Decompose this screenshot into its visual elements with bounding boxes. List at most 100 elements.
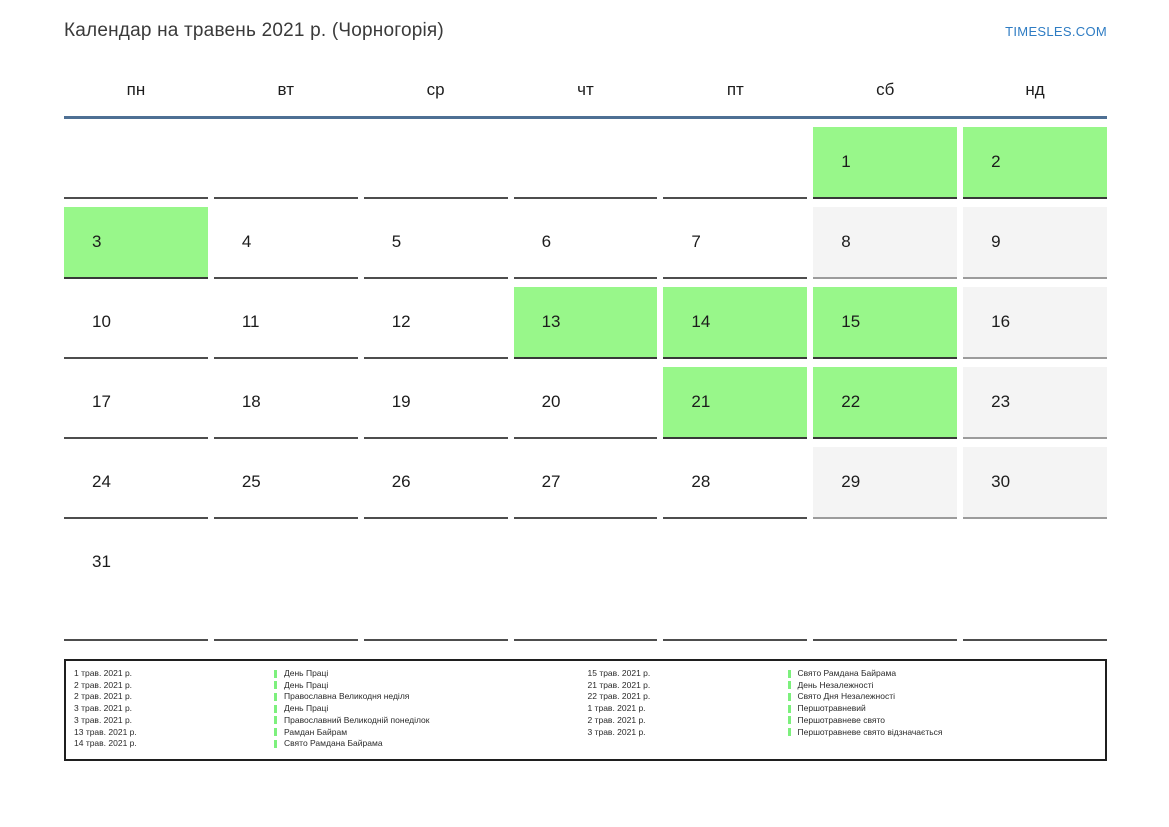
legend-entry: 2 трав. 2021 р. Першотравневе свято — [588, 715, 1102, 727]
site-link[interactable]: TIMESLES.COM — [1005, 24, 1107, 39]
day-number: 21 — [691, 392, 711, 411]
day-number: 26 — [391, 472, 411, 491]
weekday-monday: пн — [126, 80, 146, 99]
day-cell-1: 1 — [813, 127, 958, 199]
day-cell-8: 8 — [813, 207, 958, 279]
day-cell-11: 11 — [213, 287, 358, 359]
legend-date: 1 трав. 2021 р. — [74, 668, 133, 678]
legend-entry: 15 трав. 2021 р. Свято Рамдана Байрама — [588, 668, 1102, 680]
legend-entry: 3 трав. 2021 р. День Праці — [74, 703, 588, 715]
holiday-tick-icon — [274, 739, 277, 748]
day-cell-3: 3 — [64, 207, 208, 279]
calendar-grid: 1 2 3 4 5 6 7 8 9 10 11 12 13 14 15 16 17 18 19 20 21 22 23 24 2… — [64, 127, 1107, 641]
legend-entry: 3 трав. 2021 р. Першотравневе свято відзн… — [588, 727, 1102, 739]
day-cell-empty — [513, 527, 658, 641]
legend-entry: 2 трав. 2021 р. Православна Великодня нед… — [74, 691, 588, 703]
legend-date: 21 трав. 2021 р. — [587, 679, 651, 690]
day-cell-29: 29 — [813, 447, 958, 519]
day-cell-empty — [663, 127, 808, 199]
weekday-wednesday: ср — [426, 80, 445, 99]
day-cell-26: 26 — [363, 447, 508, 519]
day-cell-31: 31 — [64, 527, 208, 641]
day-cell-12: 12 — [363, 287, 508, 359]
legend-date: 3 трав. 2021 р. — [587, 726, 646, 737]
day-number: 4 — [241, 232, 252, 251]
day-number: 25 — [241, 472, 261, 491]
holiday-tick-icon — [787, 704, 791, 713]
day-cell-16: 16 — [963, 287, 1107, 359]
legend-holiday-name: Першотравневий — [797, 703, 866, 714]
legend-column-left: 1 трав. 2021 р. День Праці 2 трав. 2021 р.… — [74, 668, 588, 750]
legend-holiday-name: Першотравневе свято — [797, 714, 886, 725]
legend-holiday-name: Православна Великодня неділя — [284, 691, 410, 702]
legend-entry: 1 трав. 2021 р. День Праці — [74, 668, 588, 680]
legend-holiday-name: Свято Рамдана Байрама — [284, 738, 383, 749]
legend-entry: 21 трав. 2021 р. День Незалежності — [588, 680, 1102, 692]
legend-date: 3 трав. 2021 р. — [74, 714, 133, 725]
weekday-header-row: пн вт ср чт пт сб нд — [64, 80, 1107, 119]
legend-date: 2 трав. 2021 р. — [74, 691, 133, 702]
day-number: 15 — [841, 312, 861, 331]
day-cell-22: 22 — [813, 367, 958, 439]
day-cell-10: 10 — [64, 287, 208, 359]
topbar: Календар на травень 2021 р. (Чорногорія)… — [64, 20, 1107, 42]
day-number: 13 — [541, 312, 561, 331]
legend-holiday-name: Першотравневе свято відзначається — [797, 726, 943, 737]
day-cell-21: 21 — [663, 367, 808, 439]
legend-holiday-name: День Праці — [284, 703, 329, 714]
day-number: 7 — [691, 232, 701, 251]
day-cell-empty — [813, 527, 958, 641]
day-cell-4: 4 — [213, 207, 358, 279]
day-cell-18: 18 — [213, 367, 358, 439]
day-cell-empty — [513, 127, 658, 199]
page-title: Календар на травень 2021 р. (Чорногорія) — [64, 20, 444, 41]
holiday-tick-icon — [274, 704, 277, 713]
day-cell-17: 17 — [64, 367, 208, 439]
day-number: 31 — [92, 552, 111, 571]
day-cell-14: 14 — [663, 287, 808, 359]
holiday-tick-icon — [274, 692, 277, 701]
day-number: 29 — [841, 472, 861, 491]
legend-date: 1 трав. 2021 р. — [587, 703, 646, 714]
day-number: 23 — [991, 392, 1011, 411]
day-number: 8 — [841, 232, 851, 251]
holiday-tick-icon — [787, 692, 791, 701]
legend-entry: 22 трав. 2021 р. Свято Дня Незалежності — [588, 691, 1102, 703]
legend-date: 2 трав. 2021 р. — [74, 679, 133, 690]
legend-date: 13 трав. 2021 р. — [74, 726, 137, 737]
day-number: 22 — [841, 392, 861, 411]
legend-holiday-name: День Праці — [284, 668, 329, 678]
weekday-saturday: сб — [876, 80, 895, 99]
legend-holiday-name: Православний Великодній понеділок — [284, 714, 430, 725]
day-cell-15: 15 — [813, 287, 958, 359]
day-number: 16 — [991, 312, 1011, 331]
holiday-tick-icon — [274, 716, 277, 725]
day-cell-empty — [363, 127, 508, 199]
legend-date: 2 трав. 2021 р. — [587, 714, 646, 725]
day-number: 30 — [991, 472, 1011, 491]
day-cell-20: 20 — [513, 367, 658, 439]
day-number: 9 — [991, 232, 1001, 251]
day-cell-empty — [363, 527, 508, 641]
day-cell-24: 24 — [64, 447, 208, 519]
holiday-tick-icon — [274, 728, 277, 737]
day-number: 5 — [391, 232, 402, 251]
legend-date: 15 трав. 2021 р. — [587, 668, 651, 678]
day-cell-2: 2 — [963, 127, 1107, 199]
day-number: 27 — [541, 472, 561, 491]
day-cell-empty — [663, 527, 808, 641]
holiday-tick-icon — [787, 681, 791, 690]
legend-entry: 13 трав. 2021 р. Рамдан Байрам — [74, 727, 588, 739]
holiday-tick-icon — [274, 669, 277, 678]
weekday-sunday: нд — [1025, 80, 1045, 99]
day-cell-empty — [64, 127, 208, 199]
day-number: 10 — [92, 312, 111, 331]
day-number: 2 — [991, 152, 1001, 171]
holiday-tick-icon — [787, 728, 791, 737]
day-number: 18 — [241, 392, 261, 411]
legend-holiday-name: Рамдан Байрам — [284, 726, 348, 737]
holiday-tick-icon — [274, 681, 277, 690]
weekday-thursday: чт — [577, 80, 594, 99]
day-number: 14 — [691, 312, 711, 331]
day-number: 28 — [691, 472, 711, 491]
